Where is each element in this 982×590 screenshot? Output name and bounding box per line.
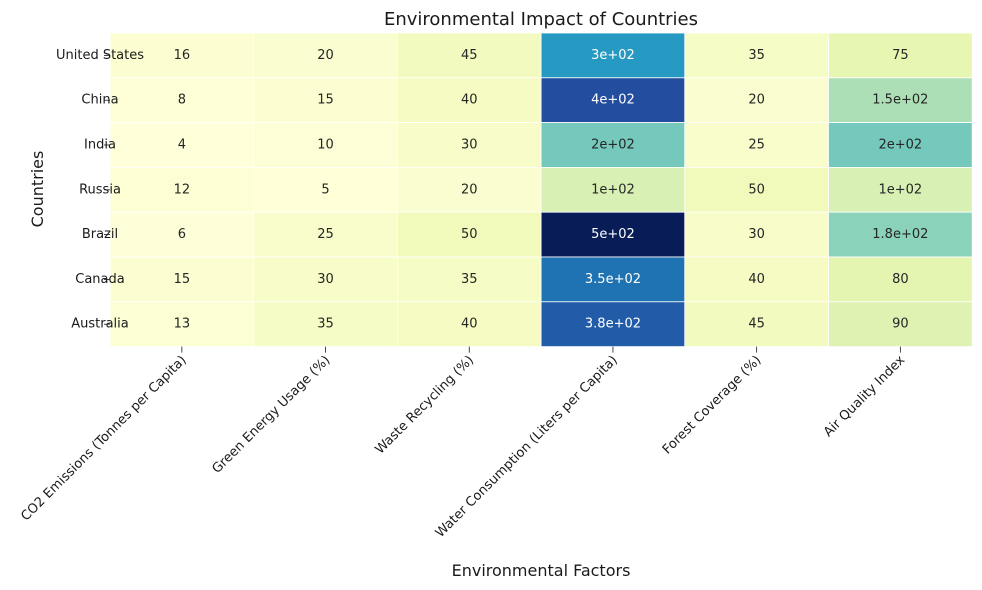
x-axis-label: Environmental Factors [452,561,631,580]
x-tick-label: Air Quality Index [821,353,908,440]
heatmap-cell [253,32,398,79]
chart-title: Environmental Impact of Countries [384,9,698,30]
x-axis-ticks: CO2 Emissions (Tonnes per Capita) Green E… [18,346,908,541]
heatmap-cell [540,122,686,168]
cell-value-label: 20 [317,48,334,63]
cell-value-label: 8 [178,93,186,108]
cell-value-label: 30 [317,272,334,287]
cell-value-label: 4e+02 [591,93,635,108]
cell-value-label: 1e+02 [591,182,635,197]
heatmap-cell [684,256,829,303]
cell-value-label: 75 [892,48,909,63]
heatmap-cell [684,211,829,258]
heatmap-cell [253,166,398,213]
cell-value-label: 25 [748,138,765,153]
heatmap-cell [396,32,542,79]
cell-value-label: 16 [174,48,191,63]
cell-value-label: 6 [178,227,186,242]
cell-value-label: 3e+02 [591,48,635,63]
cell-value-label: 50 [748,182,765,197]
heatmap-cell [540,77,686,124]
heatmap-cell [828,122,973,168]
y-tick-label: India [84,138,116,153]
heatmap-cell [253,301,398,347]
cell-value-label: 12 [174,182,191,197]
x-tick-label: Forest Coverage (%) [660,353,765,458]
x-tick-label: CO2 Emissions (Tonnes per Capita) [18,353,189,524]
cell-value-label: 3.8e+02 [585,317,641,332]
heatmap-cell [828,301,973,347]
x-tick-label: Green Energy Usage (%) [209,353,333,477]
heatmap-cell [684,122,829,168]
heatmap-cells [109,32,973,347]
heatmap-cell [109,301,255,347]
y-tick-label: United States [56,48,144,63]
cell-value-label: 1e+02 [878,182,922,197]
heatmap-cell [109,211,255,258]
y-axis-ticks: United States China India Russia Brazil Canad… [56,48,144,332]
heatmap-cell-labels: 16 20 45 3e+02 35 75 8 15 40 4e+02 20 1.5e+02 4 10 30 2… [174,48,929,332]
cell-value-label: 90 [892,317,909,332]
cell-value-label: 40 [748,272,765,287]
heatmap-cell [684,32,829,79]
cell-value-label: 80 [892,272,909,287]
heatmap-cell [109,166,255,213]
cell-value-label: 35 [317,317,334,332]
y-tick-label: Canada [75,272,124,287]
heatmap-cell [540,211,686,258]
cell-value-label: 50 [461,227,478,242]
y-tick-label: Brazil [82,227,118,242]
cell-value-label: 4 [178,138,186,153]
cell-value-label: 2e+02 [878,138,922,153]
cell-value-label: 30 [748,227,765,242]
cell-value-label: 15 [317,93,334,108]
cell-value-label: 10 [317,138,334,153]
heatmap-cell [396,211,542,258]
y-tick-label: China [81,93,118,108]
heatmap-cell [684,166,829,213]
heatmap-cell [540,301,686,347]
cell-value-label: 25 [317,227,334,242]
heatmap-cell [396,301,542,347]
heatmap-cell [828,77,973,124]
heatmap-cell [540,166,686,213]
y-tick-label: Australia [71,317,129,332]
cell-value-label: 30 [461,138,478,153]
x-tick-label: Water Consumption (Liters per Capita) [433,353,621,541]
heatmap-cell [828,32,973,79]
heatmap-cell [253,122,398,168]
cell-value-label: 35 [461,272,478,287]
cell-value-label: 45 [461,48,478,63]
x-tick-label: Waste Recycling (%) [373,353,477,457]
heatmap-cell [396,166,542,213]
cell-value-label: 20 [748,93,765,108]
heatmap-cell [109,256,255,303]
heatmap-cell [828,211,973,258]
y-tick-label: Russia [79,182,121,197]
cell-value-label: 40 [461,93,478,108]
heatmap-cell [828,256,973,303]
cell-value-label: 15 [174,272,191,287]
cell-value-label: 40 [461,317,478,332]
cell-value-label: 2e+02 [591,138,635,153]
heatmap-cell [109,32,255,79]
cell-value-label: 1.8e+02 [872,227,928,242]
cell-value-label: 5 [321,182,329,197]
cell-value-label: 5e+02 [591,227,635,242]
heatmap-cell [109,122,255,168]
cell-value-label: 3.5e+02 [585,272,641,287]
y-axis-label: Countries [28,151,47,228]
heatmap-cell [540,32,686,79]
cell-value-label: 45 [748,317,765,332]
cell-value-label: 20 [461,182,478,197]
cell-value-label: 13 [174,317,191,332]
cell-value-label: 35 [748,48,765,63]
heatmap-cell [828,166,973,213]
cell-value-label: 1.5e+02 [872,93,928,108]
heatmap-cell [253,77,398,124]
heatmap-cell [684,301,829,347]
